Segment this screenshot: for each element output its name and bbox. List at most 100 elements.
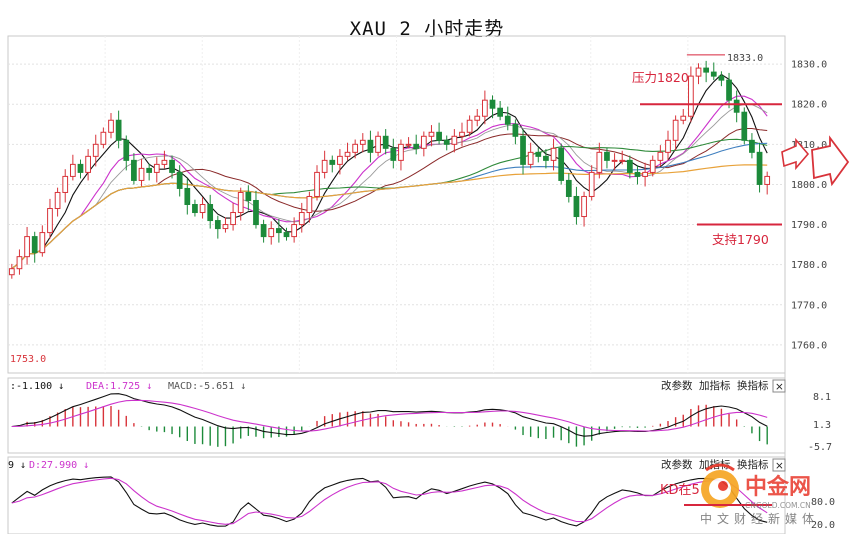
y-tick-label: 1760.0 (791, 340, 827, 351)
candle-body (169, 159, 175, 173)
kd-close-button[interactable]: × (772, 458, 786, 472)
candle-body (207, 204, 214, 222)
candle (176, 165, 183, 197)
candle-body (413, 143, 420, 149)
candle (47, 198, 53, 239)
candle (344, 142, 351, 161)
kd-switch-indicator-button[interactable]: 换指标 (737, 458, 769, 471)
candle-body (85, 155, 91, 173)
candle (199, 197, 206, 219)
candle-body (611, 159, 618, 162)
candle-body (245, 191, 252, 201)
macd-tick-top: 8.1 (813, 392, 831, 403)
candle (710, 62, 717, 81)
svg-text:×[interactable]: × (775, 460, 784, 472)
candle-body (344, 151, 351, 157)
candle (634, 165, 641, 185)
kd-change-params-button[interactable]: 改参数 (661, 458, 693, 471)
candle-body (764, 175, 771, 185)
macd-panel (11, 393, 768, 447)
candle-body (153, 163, 160, 173)
candle-body (222, 224, 229, 230)
candle-body (680, 115, 687, 121)
candle-body (634, 171, 641, 177)
candle-body (520, 135, 526, 165)
candle-body (756, 151, 763, 185)
macd-close-button[interactable]: × (772, 379, 786, 393)
ma-line-12 (11, 104, 768, 270)
candle-body (375, 135, 381, 153)
candle-body (550, 147, 557, 161)
ma-line-120 (11, 164, 768, 270)
candle (665, 130, 671, 161)
candle (588, 165, 595, 201)
candle-body (359, 139, 366, 145)
y-axis-ticks: 1830.0 1820.0 1810.0 1800.0 1790.0 1780.0 1770… (791, 60, 827, 352)
candle-body (92, 143, 99, 157)
candle-body (741, 111, 748, 141)
candle-body (54, 191, 61, 210)
candle-body (69, 163, 76, 177)
candle-body (420, 135, 427, 149)
candle-body (115, 119, 122, 141)
svg-text:×[interactable]: × (775, 381, 784, 393)
candle (649, 155, 656, 177)
kd-overlay-label: KD在5 (660, 483, 700, 498)
macd-switch-indicator-button[interactable]: 换指标 (737, 379, 769, 392)
candle-body (497, 107, 504, 117)
candle-body (527, 151, 534, 165)
candle-body (314, 171, 320, 197)
candle (161, 150, 168, 169)
macd-dif-label: :-1.100 ↓ (10, 381, 64, 392)
candle (146, 163, 153, 181)
ma-line-10 (11, 95, 768, 270)
candle (207, 194, 214, 229)
candle (466, 115, 473, 137)
cngold-logo (701, 463, 739, 508)
candle (62, 169, 69, 203)
candle-body (710, 71, 717, 77)
trend-arrows (781, 135, 850, 187)
small-arrow-icon (781, 137, 810, 171)
candle-body (398, 143, 404, 161)
y-tick-label: 1800.0 (791, 180, 827, 191)
candle (749, 133, 755, 159)
candle-body (31, 236, 38, 254)
y-tick-label: 1830.0 (791, 60, 827, 71)
candle-body (588, 171, 595, 197)
candle (108, 113, 114, 139)
candle (443, 135, 450, 151)
candle-body (649, 159, 656, 173)
candle (619, 150, 626, 165)
candle (92, 134, 99, 167)
candle (680, 109, 687, 125)
candle-body (268, 228, 275, 238)
candle-body (146, 167, 153, 173)
y-tick-label: 1820.0 (791, 100, 827, 111)
candle (413, 134, 420, 155)
candle-body (131, 159, 137, 181)
candle (497, 100, 504, 121)
candle (474, 109, 481, 127)
candle (31, 231, 38, 263)
macd-change-params-button[interactable]: 改参数 (661, 379, 693, 392)
macd-add-indicator-button[interactable]: 加指标 (699, 379, 731, 392)
watermark-brand: 中金网 (745, 474, 811, 500)
chart-labels: 1753.0 1833.0 压力1820 支持1790 :-1.100 ↓ DE… (8, 53, 835, 531)
candle-body (558, 147, 565, 181)
candle (550, 138, 557, 171)
candle (428, 125, 435, 147)
candle-body (192, 204, 198, 214)
candle (626, 155, 633, 179)
candle-body (253, 199, 259, 226)
candle-body (176, 171, 183, 189)
candle (283, 227, 290, 241)
candle-body (329, 159, 336, 165)
candle (459, 122, 465, 147)
kd-tick-top: 80.0 (811, 497, 835, 508)
candle-body (184, 187, 191, 205)
candle (54, 187, 61, 217)
candle-body (123, 139, 130, 161)
candle-body (382, 135, 389, 149)
candle (314, 165, 320, 201)
